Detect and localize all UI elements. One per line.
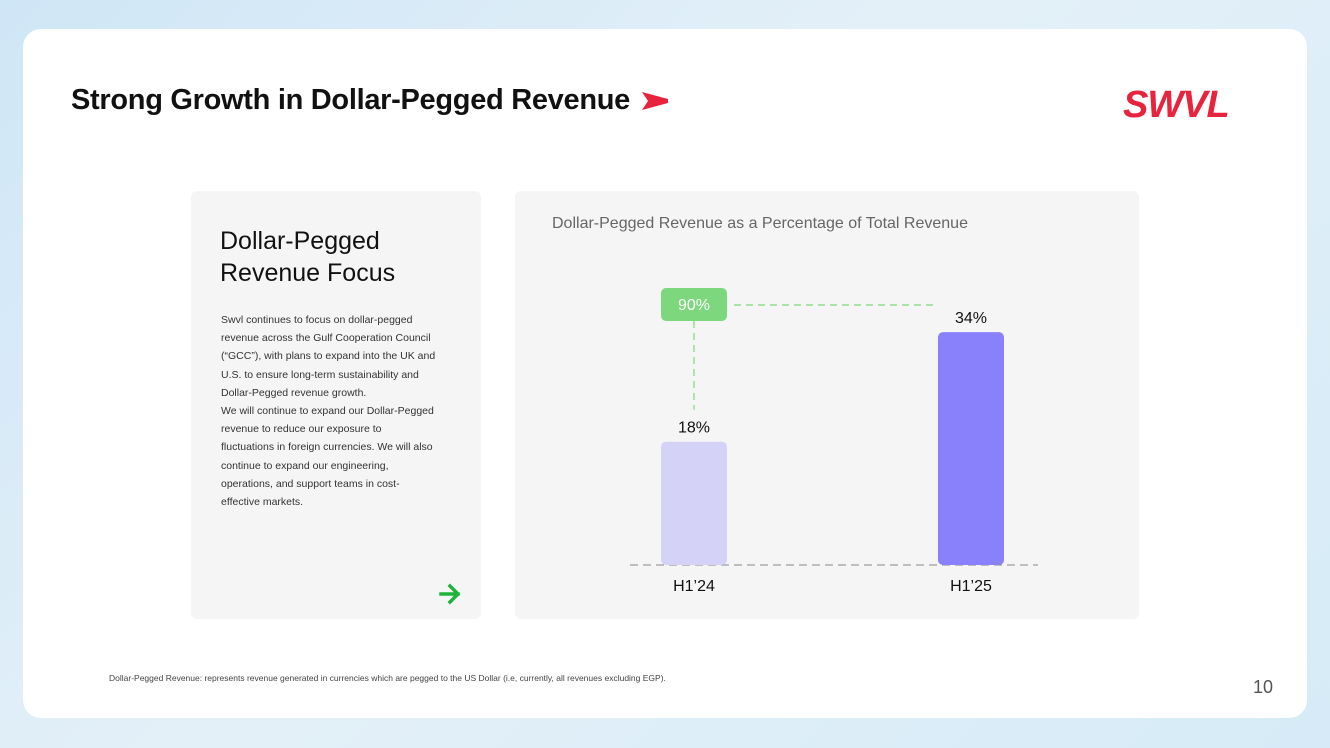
slide-title-row: Strong Growth in Dollar-Pegged Revenue bbox=[71, 84, 670, 117]
growth-badge bbox=[661, 288, 727, 321]
footnote: Dollar-Pegged Revenue: represents revenu… bbox=[109, 673, 666, 683]
focus-paragraph-1: Swvl continues to focus on dollar-pegged… bbox=[221, 314, 436, 399]
bar-chart: 18% H1’24 34% H1’25 90% bbox=[630, 288, 1038, 595]
page-number: 10 bbox=[1253, 677, 1274, 697]
focus-body: Swvl continues to focus on dollar-pegged… bbox=[221, 311, 436, 511]
bar-0 bbox=[661, 441, 727, 565]
bar-value-label-1: 34% bbox=[955, 310, 987, 327]
category-label-1: H1’25 bbox=[950, 578, 992, 595]
swvl-logo: SWVL bbox=[1123, 84, 1230, 126]
arrow-right-icon[interactable] bbox=[438, 581, 464, 607]
category-label-0: H1’24 bbox=[673, 578, 715, 595]
focus-paragraph-2: We will continue to expand our Dollar-Pe… bbox=[221, 405, 434, 509]
slide: Strong Growth in Dollar-Pegged Revenue S… bbox=[23, 29, 1307, 718]
focus-heading: Dollar-Pegged Revenue Focus bbox=[220, 227, 396, 287]
chart-title: Dollar-Pegged Revenue as a Percentage of… bbox=[552, 215, 968, 232]
slide-title: Strong Growth in Dollar-Pegged Revenue bbox=[71, 84, 630, 116]
bar-value-label-0: 18% bbox=[678, 420, 710, 437]
chart-card: Dollar-Pegged Revenue as a Percentage of… bbox=[515, 191, 1139, 619]
bar-1 bbox=[938, 332, 1004, 565]
focus-card: Dollar-Pegged Revenue Focus Swvl continu… bbox=[191, 191, 481, 619]
growth-badge-label: 90% bbox=[678, 297, 710, 314]
chevron-right-icon bbox=[642, 91, 668, 110]
